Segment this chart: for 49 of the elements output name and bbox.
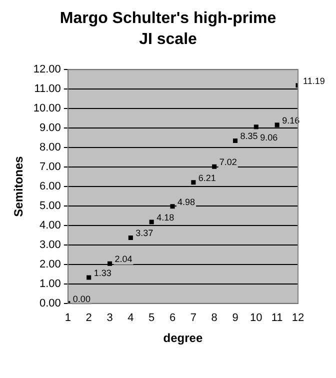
data-label: 4.18 [156,212,174,222]
chart-title: Margo Schulter's high-prime JI scale [58,9,278,50]
x-tick-label: 9 [232,312,238,324]
point [254,124,258,130]
data-label: 0.00 [72,294,90,304]
y-tick-label: 2.00 [40,258,61,270]
y-tick-label: 8.00 [40,142,61,154]
data-label: 8.35 [240,131,258,142]
y-tick-label: 5.00 [40,200,61,212]
y-tick-label: 4.00 [40,220,61,232]
point [232,138,238,143]
x-tick-label: 5 [148,312,155,324]
data-label: 3.37 [136,228,154,238]
x-tick-label: 6 [169,312,176,324]
data-label: 11.19 [303,76,325,86]
x-tick-label: 10 [250,312,262,324]
x-axis-title: degree [163,331,203,346]
y-tick-label: 7.00 [40,161,61,174]
x-tick-label: 3 [106,312,113,324]
y-tick-label: 12.00 [33,64,61,76]
point [107,261,112,266]
y-tick-label: 9.00 [40,122,61,134]
y-tick-label: 10.00 [33,102,61,115]
y-tick-label: 3.00 [40,238,61,251]
point [212,164,217,169]
y-tick-label: 11.00 [34,83,61,96]
data-label: 9.06 [260,132,278,142]
x-tick-label: 7 [190,312,196,324]
point [191,180,196,185]
data-label: 1.33 [94,268,112,278]
x-tick-label: 4 [128,312,134,324]
point [149,220,154,224]
point [274,122,280,128]
y-axis-title: Semitones [12,156,26,217]
x-tick-label: 1 [64,312,71,324]
point [86,275,92,280]
data-label: 6.21 [198,172,216,183]
x-tick-label: 8 [211,312,218,324]
x-tick-label: 2 [86,312,92,324]
point [170,204,175,209]
data-label: 4.98 [178,196,196,207]
data-label: 7.02 [219,157,237,168]
point [128,235,133,240]
y-tick-label: 1.00 [40,278,61,290]
x-tick-label: 11 [271,312,283,324]
y-tick-label: 6.00 [40,180,61,193]
x-tick-label: 12 [292,312,304,324]
data-label: 2.04 [114,254,132,264]
y-tick-label: 0.00 [40,297,61,310]
